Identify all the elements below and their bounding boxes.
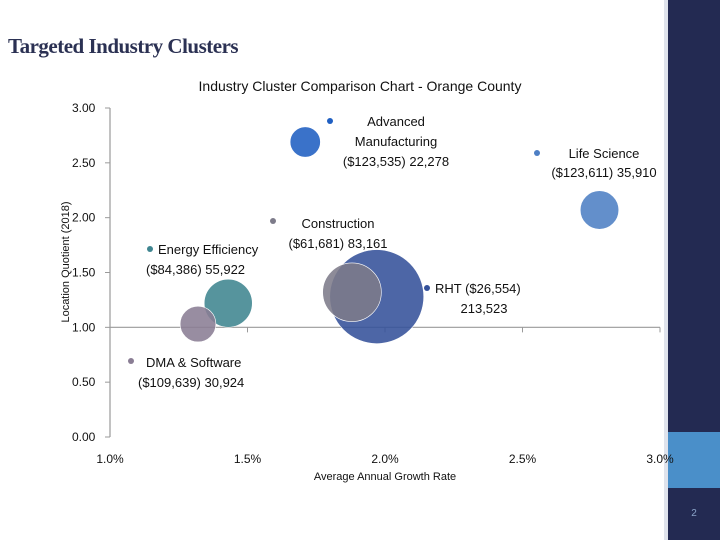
x-tick-label: 2.5% — [509, 452, 537, 466]
data-label-rht: RHT ($26,554) — [435, 281, 521, 296]
y-tick-label: 1.00 — [72, 320, 96, 334]
legend-marker-life-science — [534, 150, 540, 156]
legend-marker-energy-efficiency — [147, 246, 153, 252]
y-tick-label: 0.00 — [72, 430, 96, 444]
x-tick-label: 2.0% — [371, 452, 399, 466]
bubble-dma-software — [179, 305, 217, 343]
y-tick-label: 3.00 — [72, 101, 96, 115]
y-tick-label: 2.00 — [72, 211, 96, 225]
bubble-life-science — [579, 190, 620, 230]
y-tick-label: 2.50 — [72, 156, 96, 170]
legend-marker-rht — [424, 285, 430, 291]
x-tick-label: 1.5% — [234, 452, 262, 466]
x-tick-label: 3.0% — [646, 452, 674, 466]
bubble-energy-efficiency — [203, 278, 253, 328]
data-label-advanced-manufacturing: ($123,535) 22,278 — [343, 154, 449, 169]
data-label-advanced-manufacturing: Manufacturing — [355, 134, 437, 149]
right-edge-strip — [664, 0, 668, 540]
legend-marker-dma-software — [128, 358, 134, 364]
legend-marker-construction — [270, 218, 276, 224]
data-label-energy-efficiency: ($84,386) 55,922 — [146, 262, 245, 277]
data-label-life-science: ($123,611) 35,910 — [551, 165, 656, 180]
data-label-energy-efficiency: Energy Efficiency — [158, 242, 259, 257]
y-axis-title: Location Quotient (2018) — [60, 201, 72, 322]
chart-title: Industry Cluster Comparison Chart - Oran… — [198, 78, 522, 94]
slide-title: Targeted Industry Clusters — [8, 34, 239, 58]
right-accent-block — [668, 432, 720, 488]
bubble-advanced-manufacturing — [289, 126, 321, 158]
y-tick-label: 1.50 — [72, 266, 96, 280]
legend-marker-advanced-manufacturing — [327, 118, 333, 124]
page-number: 2 — [691, 508, 697, 519]
data-label-construction: ($61,681) 83,161 — [288, 236, 387, 251]
data-label-rht: 213,523 — [461, 301, 508, 316]
data-label-dma-software: DMA & Software — [146, 355, 241, 370]
bubble-construction — [322, 262, 382, 322]
data-label-dma-software: ($109,639) 30,924 — [138, 375, 244, 390]
x-axis-title: Average Annual Growth Rate — [314, 471, 456, 483]
x-tick-label: 1.0% — [96, 452, 124, 466]
y-tick-label: 0.50 — [72, 375, 96, 389]
data-label-life-science: Life Science — [569, 146, 640, 161]
data-label-construction: Construction — [302, 216, 375, 231]
data-label-advanced-manufacturing: Advanced — [367, 114, 425, 129]
